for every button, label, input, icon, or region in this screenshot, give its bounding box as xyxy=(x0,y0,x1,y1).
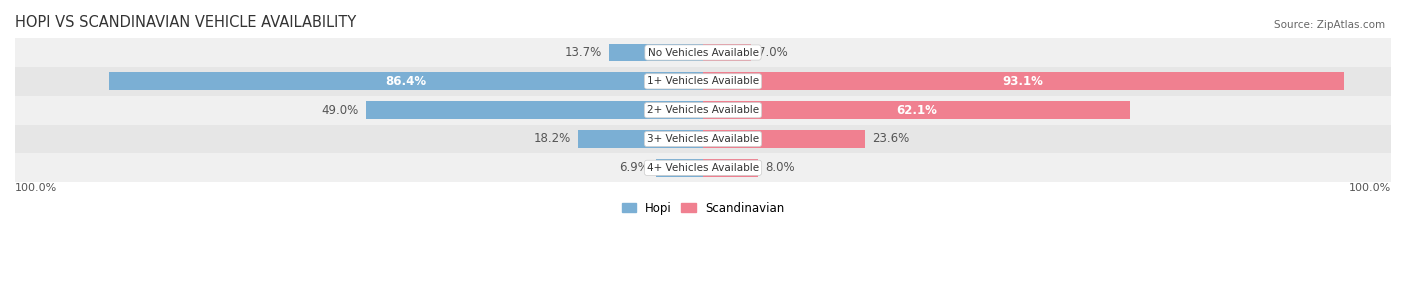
Text: 4+ Vehicles Available: 4+ Vehicles Available xyxy=(647,163,759,173)
Text: 86.4%: 86.4% xyxy=(385,75,426,88)
Text: No Vehicles Available: No Vehicles Available xyxy=(648,47,758,57)
Text: 1+ Vehicles Available: 1+ Vehicles Available xyxy=(647,76,759,86)
Bar xyxy=(703,43,751,61)
Text: 23.6%: 23.6% xyxy=(872,132,910,146)
Text: 62.1%: 62.1% xyxy=(896,104,936,117)
Text: 2+ Vehicles Available: 2+ Vehicles Available xyxy=(647,105,759,115)
Bar xyxy=(15,125,1391,153)
Bar xyxy=(609,43,703,61)
Bar xyxy=(15,96,1391,125)
Text: 93.1%: 93.1% xyxy=(1002,75,1043,88)
Bar xyxy=(655,159,703,177)
Text: HOPI VS SCANDINAVIAN VEHICLE AVAILABILITY: HOPI VS SCANDINAVIAN VEHICLE AVAILABILIT… xyxy=(15,15,356,30)
Bar xyxy=(108,72,703,90)
Bar xyxy=(578,130,703,148)
Text: 3+ Vehicles Available: 3+ Vehicles Available xyxy=(647,134,759,144)
Bar xyxy=(15,153,1391,182)
Bar xyxy=(703,130,865,148)
Text: 18.2%: 18.2% xyxy=(534,132,571,146)
Bar xyxy=(703,72,1344,90)
Text: 13.7%: 13.7% xyxy=(565,46,602,59)
Text: Source: ZipAtlas.com: Source: ZipAtlas.com xyxy=(1274,20,1385,30)
Legend: Hopi, Scandinavian: Hopi, Scandinavian xyxy=(617,197,789,220)
Text: 100.0%: 100.0% xyxy=(1348,183,1391,193)
Text: 7.0%: 7.0% xyxy=(758,46,787,59)
Text: 6.9%: 6.9% xyxy=(619,161,648,174)
Text: 8.0%: 8.0% xyxy=(765,161,794,174)
Bar xyxy=(703,159,758,177)
Bar xyxy=(15,67,1391,96)
Bar xyxy=(703,101,1130,119)
Bar xyxy=(15,38,1391,67)
Text: 49.0%: 49.0% xyxy=(322,104,359,117)
Bar xyxy=(366,101,703,119)
Text: 100.0%: 100.0% xyxy=(15,183,58,193)
